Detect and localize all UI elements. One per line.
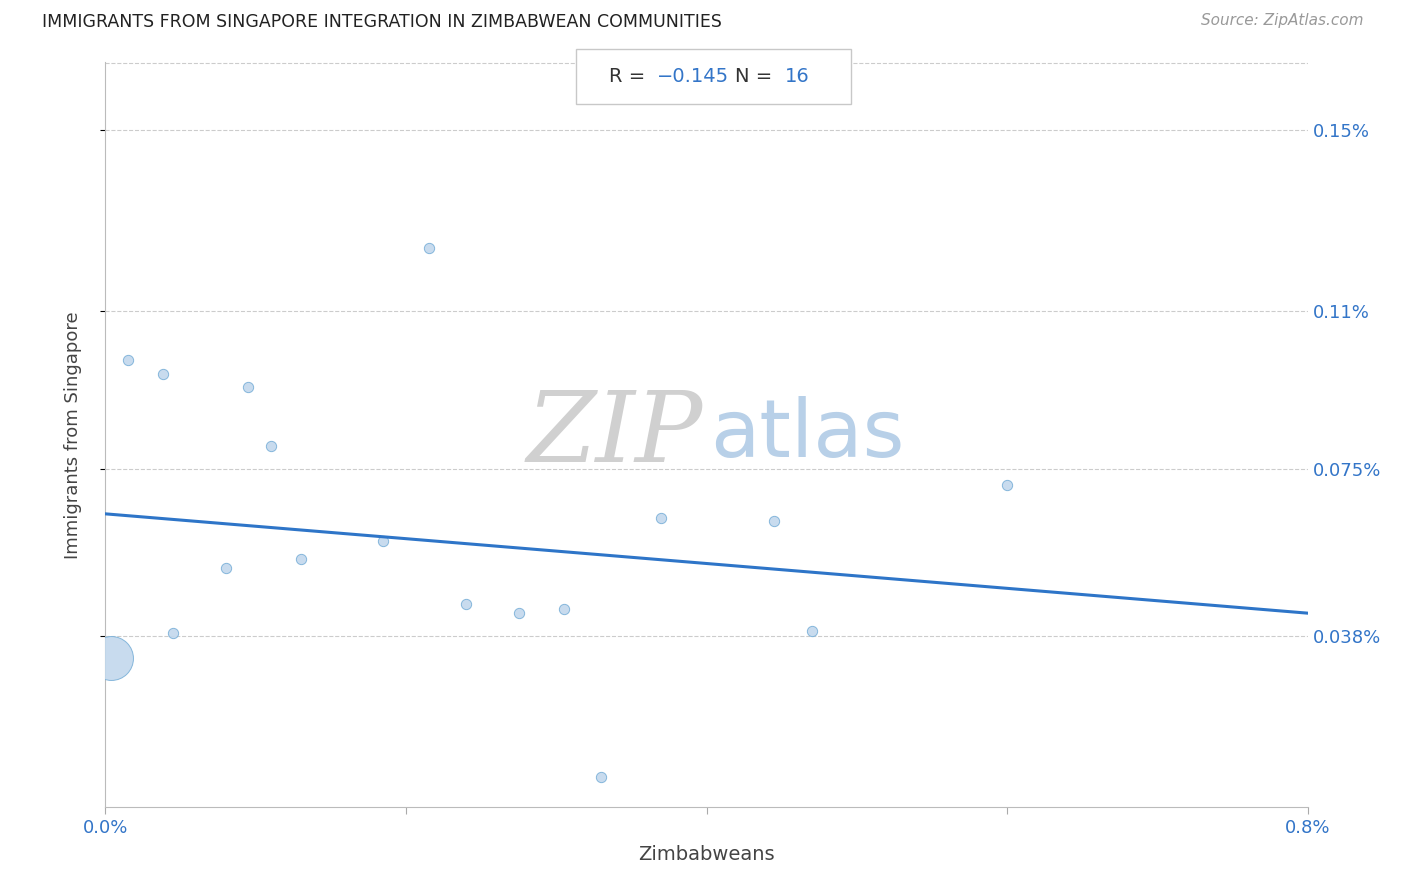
Text: 16: 16 bbox=[785, 67, 810, 87]
Point bbox=[995, 477, 1018, 491]
Point bbox=[152, 367, 174, 381]
Point bbox=[373, 533, 395, 548]
Point bbox=[238, 380, 260, 394]
Point bbox=[763, 514, 786, 528]
Text: atlas: atlas bbox=[710, 396, 904, 474]
Point bbox=[162, 626, 184, 640]
Point bbox=[591, 770, 613, 784]
Point bbox=[117, 353, 139, 368]
Point bbox=[800, 624, 823, 639]
Text: R =: R = bbox=[609, 67, 651, 87]
Point bbox=[260, 439, 283, 453]
Point bbox=[553, 601, 575, 615]
Text: IMMIGRANTS FROM SINGAPORE INTEGRATION IN ZIMBABWEAN COMMUNITIES: IMMIGRANTS FROM SINGAPORE INTEGRATION IN… bbox=[42, 13, 723, 31]
Text: N =: N = bbox=[735, 67, 779, 87]
Text: ZIP: ZIP bbox=[527, 387, 703, 483]
Point bbox=[650, 511, 672, 525]
Text: −0.145: −0.145 bbox=[657, 67, 728, 87]
Point bbox=[290, 552, 312, 566]
Y-axis label: Immigrants from Singapore: Immigrants from Singapore bbox=[63, 311, 82, 558]
Point bbox=[454, 597, 477, 611]
Point bbox=[508, 606, 530, 620]
Point bbox=[418, 240, 440, 254]
Point bbox=[214, 561, 236, 575]
Text: Source: ZipAtlas.com: Source: ZipAtlas.com bbox=[1201, 13, 1364, 29]
X-axis label: Zimbabweans: Zimbabweans bbox=[638, 846, 775, 864]
Point bbox=[100, 651, 122, 665]
